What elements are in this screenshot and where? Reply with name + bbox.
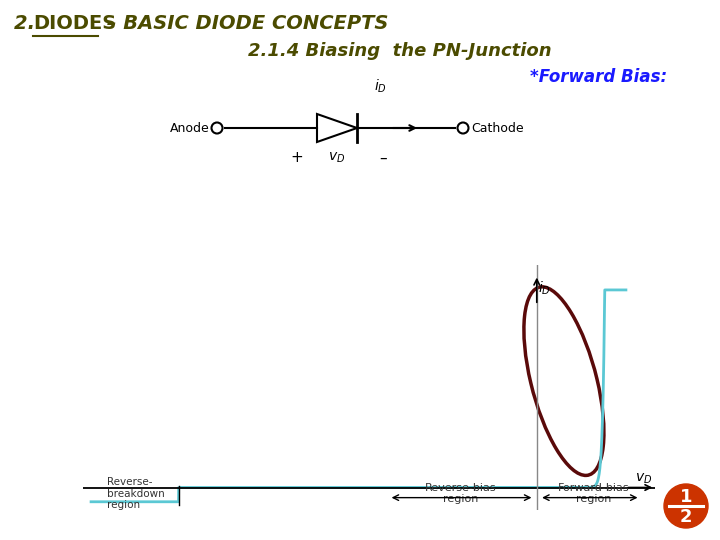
Text: 2.: 2. — [14, 14, 42, 33]
Text: 2.1.4 Biasing  the PN-Junction: 2.1.4 Biasing the PN-Junction — [248, 42, 552, 60]
Text: DIODES: DIODES — [33, 14, 116, 33]
Text: $v_D$: $v_D$ — [636, 472, 653, 486]
Text: Anode: Anode — [170, 122, 210, 134]
Text: – BASIC DIODE CONCEPTS: – BASIC DIODE CONCEPTS — [100, 14, 388, 33]
Text: $i_D$: $i_D$ — [374, 77, 387, 94]
Text: Reverse-bias
region: Reverse-bias region — [425, 483, 496, 504]
Text: Cathode: Cathode — [471, 122, 523, 134]
Text: 1: 1 — [680, 488, 692, 506]
Polygon shape — [317, 114, 357, 142]
Text: Forward-bias
region: Forward-bias region — [558, 483, 629, 504]
Text: –: – — [379, 151, 387, 165]
Text: $i_D$: $i_D$ — [539, 280, 551, 297]
Text: Reverse-
breakdown
region: Reverse- breakdown region — [107, 477, 165, 510]
Circle shape — [664, 484, 708, 528]
Text: $v_D$: $v_D$ — [328, 151, 346, 165]
Text: +: + — [291, 151, 303, 165]
Text: 2: 2 — [680, 508, 692, 526]
Text: *Forward Bias:: *Forward Bias: — [530, 68, 667, 86]
